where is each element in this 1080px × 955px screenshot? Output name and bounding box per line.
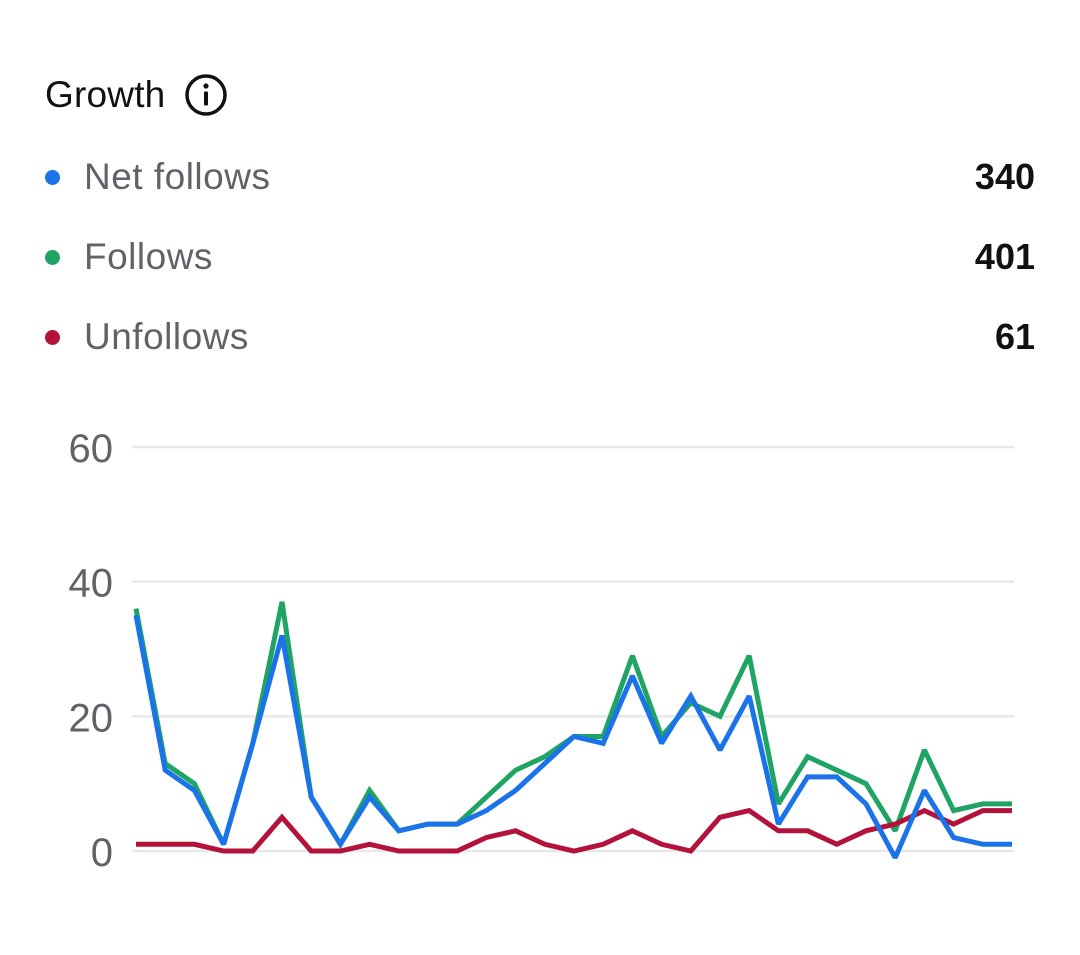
y-tick-label: 0 bbox=[91, 831, 113, 875]
legend-item-follows: Follows 401 bbox=[45, 232, 1035, 282]
legend-item-unfollows: Unfollows 61 bbox=[45, 312, 1035, 362]
legend-dot bbox=[45, 169, 60, 185]
legend-dot bbox=[45, 249, 60, 265]
legend-label: Follows bbox=[84, 236, 213, 277]
legend-value: 340 bbox=[974, 156, 1035, 197]
growth-line-chart: 0 20 40 60 bbox=[69, 427, 1014, 875]
series-line-net-follows bbox=[133, 614, 1012, 859]
legend-item-net-follows: Net follows 340 bbox=[45, 152, 1035, 202]
legend-label: Net follows bbox=[84, 156, 271, 197]
header: Growth bbox=[45, 72, 229, 118]
y-tick-label: 40 bbox=[69, 562, 114, 606]
legend-dot bbox=[45, 329, 60, 345]
info-circle-icon[interactable] bbox=[183, 72, 229, 118]
legend-value: 401 bbox=[974, 236, 1035, 277]
legend-value: 61 bbox=[994, 316, 1035, 357]
series-line-unfollows bbox=[136, 807, 1012, 854]
card-title: Growth bbox=[45, 74, 166, 115]
y-tick-label: 20 bbox=[69, 696, 114, 740]
series-line-follows bbox=[133, 601, 1012, 850]
legend-label: Unfollows bbox=[84, 316, 249, 357]
y-tick-label: 60 bbox=[69, 427, 114, 471]
